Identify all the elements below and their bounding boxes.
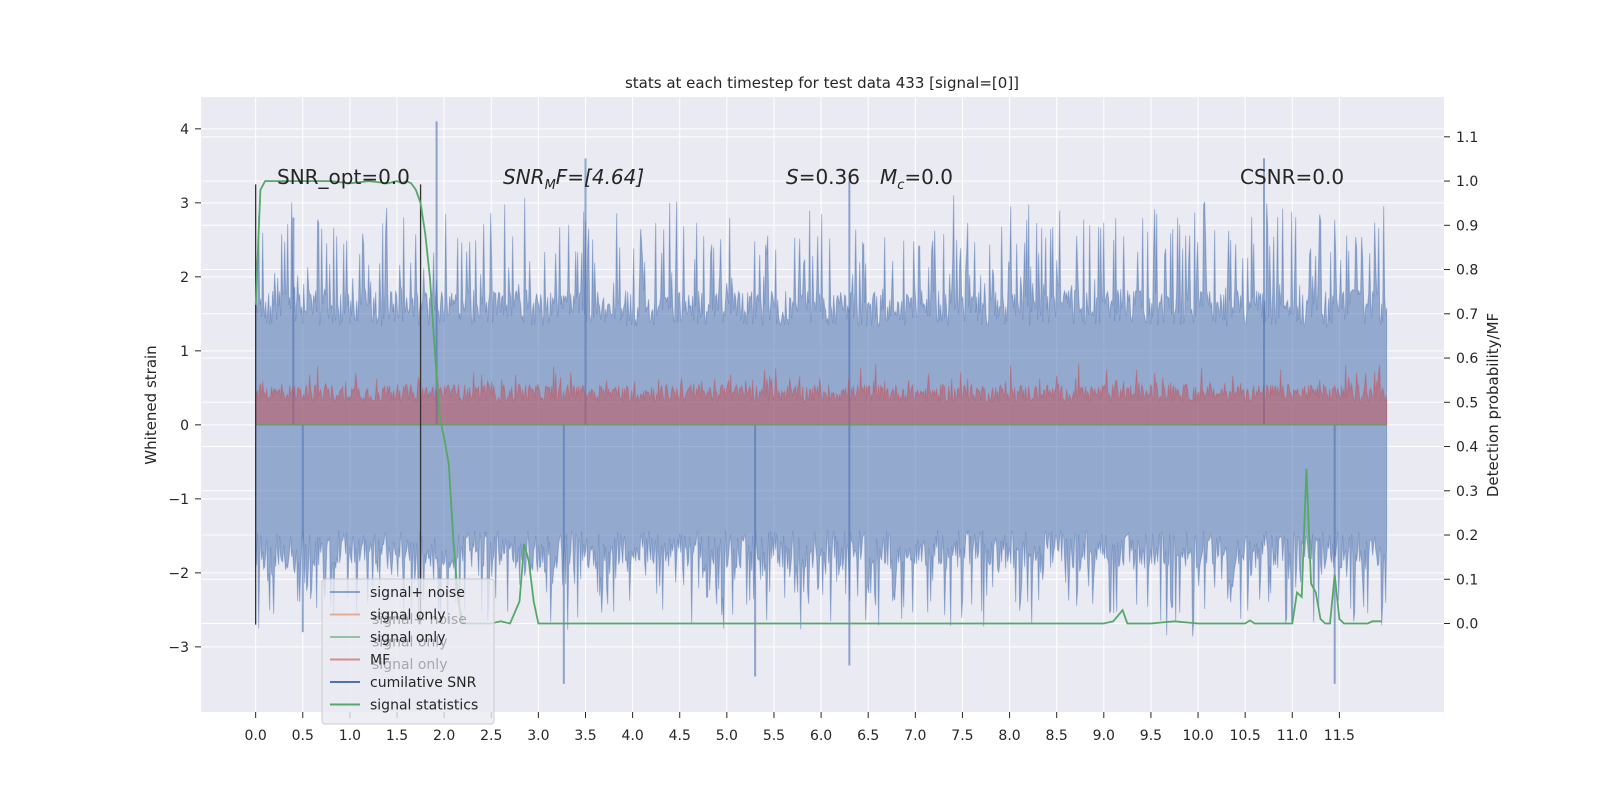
right-tick-label: 0.3 xyxy=(1456,484,1478,500)
x-tick-label: 1.0 xyxy=(339,728,361,744)
window-markers xyxy=(255,184,422,625)
legend-ghost-label: signal+ noise xyxy=(372,612,467,628)
annotation-snr-mf-sub: M xyxy=(545,178,556,193)
annotation-mc-sub: c xyxy=(897,178,904,193)
x-tick-label: 4.5 xyxy=(669,728,691,744)
y-axis-label-right: Detection probability/MF xyxy=(1484,313,1502,497)
annotation-snr-opt: SNR_opt=0.0 xyxy=(277,165,410,189)
legend-label: MF xyxy=(370,653,390,669)
x-tick-label: 7.0 xyxy=(904,728,926,744)
x-tick-label: 9.0 xyxy=(1093,728,1115,744)
x-tick-label: 8.0 xyxy=(998,728,1020,744)
x-tick-label: 0.5 xyxy=(292,728,314,744)
x-tick-label: 6.0 xyxy=(810,728,832,744)
annotation-snr-mf: SNRMF=[4.64] xyxy=(503,165,644,193)
x-tick-label: 3.5 xyxy=(574,728,596,744)
x-tick-label: 10.0 xyxy=(1182,728,1213,744)
legend-box xyxy=(321,578,495,725)
annotation-snr-mf-prefix: SNR xyxy=(503,165,545,189)
right-tick-label: 0.2 xyxy=(1456,528,1478,544)
signal-statistics-line xyxy=(254,180,1382,625)
x-tick-label: 5.0 xyxy=(716,728,738,744)
legend-ghost-label: signal only xyxy=(372,657,447,673)
y-axis-label-left: Whitened strain xyxy=(142,345,160,464)
x-tick-label: 1.5 xyxy=(386,728,408,744)
right-tick-label: 0.5 xyxy=(1456,395,1478,411)
x-tick-label: 2.0 xyxy=(433,728,455,744)
right-tick-label: 0.8 xyxy=(1456,263,1478,279)
left-tick-label: 0 xyxy=(180,418,189,434)
x-tick-label: 7.5 xyxy=(951,728,973,744)
x-tick-label: 4.0 xyxy=(621,728,643,744)
x-tick-label: 2.5 xyxy=(480,728,502,744)
left-tick-label: 3 xyxy=(180,196,189,212)
mf-series xyxy=(255,363,1388,426)
annotation-s: S=0.36 xyxy=(786,165,860,189)
legend-label: signal statistics xyxy=(370,698,478,714)
annotation-s-value: =0.36 xyxy=(799,165,860,189)
annotation-csnr: CSNR=0.0 xyxy=(1240,165,1344,189)
x-tick-label: 8.5 xyxy=(1046,728,1068,744)
right-tick-label: 1.1 xyxy=(1456,130,1478,146)
left-tick-labels: −3 −2 −1 0 1 2 3 4 xyxy=(168,122,201,656)
right-tick-label: 0.7 xyxy=(1456,307,1478,323)
legend-label: signal only xyxy=(370,608,445,624)
left-tick-label: −1 xyxy=(168,492,189,508)
left-tick-label: −2 xyxy=(168,566,189,582)
annotation-snr-mf-suffix: F=[4.64] xyxy=(556,165,644,189)
right-tick-label: 0.6 xyxy=(1456,351,1478,367)
right-tick-label: 0.4 xyxy=(1456,440,1478,456)
legend-label: signal+ noise xyxy=(370,585,465,601)
left-tick-label: 2 xyxy=(180,270,189,286)
x-tick-label: 6.5 xyxy=(857,728,879,744)
annotation-mc-name: M xyxy=(880,165,897,189)
left-tick-label: −3 xyxy=(168,640,189,656)
x-tick-label: 3.0 xyxy=(527,728,549,744)
statistics-series xyxy=(254,180,1382,625)
annotation-mc-value: =0.0 xyxy=(904,165,953,189)
annotation-mc: Mc=0.0 xyxy=(880,165,953,193)
right-tick-label: 0.1 xyxy=(1456,572,1478,588)
left-tick-label: 4 xyxy=(180,122,189,138)
right-tick-label: 0.0 xyxy=(1456,617,1478,633)
x-tick-label: 9.5 xyxy=(1140,728,1162,744)
legend-label: cumilative SNR xyxy=(370,675,477,691)
x-tick-label: 11.0 xyxy=(1277,728,1308,744)
x-tick-label: 11.5 xyxy=(1324,728,1355,744)
right-tick-label: 1.0 xyxy=(1456,174,1478,190)
left-tick-label: 1 xyxy=(180,344,189,360)
right-tick-label: 0.9 xyxy=(1456,218,1478,234)
x-tick-label: 10.5 xyxy=(1230,728,1261,744)
chart-title: stats at each timestep for test data 433… xyxy=(625,74,1019,92)
legend-label: signal only xyxy=(370,630,445,646)
x-tick-labels: 0.0 0.5 1.0 1.5 2.0 2.5 3.0 3.5 4.0 4.5 5.0 5.5 6.0 6… xyxy=(245,712,1355,744)
annotation-s-name: S xyxy=(786,165,799,189)
x-tick-label: 0.0 xyxy=(245,728,267,744)
x-tick-label: 5.5 xyxy=(763,728,785,744)
right-tick-labels: 0.0 0.1 0.2 0.3 0.4 0.5 0.6 0.7 0.8 0.9 1.0 1.1 xyxy=(1444,130,1478,633)
legend-ghost-label: signal only xyxy=(372,635,447,651)
